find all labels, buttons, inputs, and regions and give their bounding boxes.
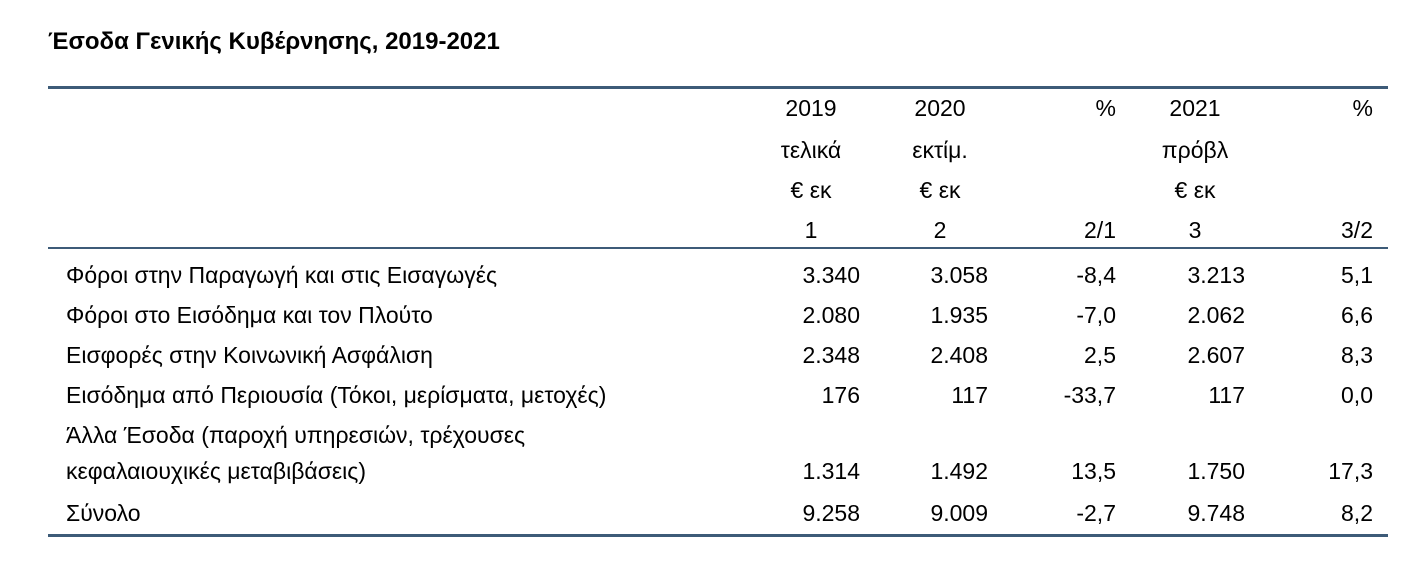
cell-value: 6,6 [1341, 302, 1373, 328]
column-header: πρόβλ [1161, 137, 1229, 163]
cell-value: 117 [1208, 382, 1245, 408]
cell-value: -2,7 [1076, 500, 1116, 526]
column-header: % [1095, 95, 1116, 121]
cell-value: 117 [951, 382, 988, 408]
bottom-rule [48, 534, 1388, 537]
cell-value: 3.058 [930, 262, 988, 288]
column-header: 2021 [1169, 95, 1221, 121]
cell-value: 2.080 [802, 302, 860, 328]
column-header: 2/1 [1084, 217, 1116, 243]
cell-value: 8,2 [1341, 500, 1373, 526]
cell-value: 3.213 [1187, 262, 1245, 288]
column-header: εκτίμ. [912, 137, 968, 163]
cell-value: 1.314 [802, 458, 860, 484]
cell-value: 9.748 [1187, 500, 1245, 526]
row-label: Εισόδημα από Περιουσία (Τόκοι, μερίσματα… [66, 382, 607, 408]
top-rule [48, 86, 1388, 89]
cell-value: -8,4 [1076, 262, 1116, 288]
row-label: Άλλα Έσοδα (παροχή υπηρεσιών, τρέχουσες [66, 422, 526, 448]
row-label: Φόροι στο Εισόδημα και τον Πλούτο [66, 302, 433, 328]
column-header: 3/2 [1341, 217, 1373, 243]
cell-value: 1.750 [1187, 458, 1245, 484]
cell-value: 5,1 [1341, 262, 1373, 288]
row-label: Φόροι στην Παραγωγή και στις Εισαγωγές [66, 262, 498, 288]
cell-value: 2.348 [802, 342, 860, 368]
column-header: % [1352, 95, 1373, 121]
column-header: € εκ [919, 177, 961, 203]
column-header: 2 [933, 217, 947, 243]
column-header: 2019 [785, 95, 837, 121]
cell-value: 2.408 [930, 342, 988, 368]
row-label: Εισφορές στην Κοινωνική Ασφάλιση [66, 342, 433, 368]
cell-value: 1.492 [930, 458, 988, 484]
cell-value: -7,0 [1076, 302, 1116, 328]
cell-value: 2,5 [1084, 342, 1116, 368]
column-header: 2020 [914, 95, 966, 121]
cell-value: 1.935 [930, 302, 988, 328]
cell-value: 8,3 [1341, 342, 1373, 368]
cell-value: 2.062 [1187, 302, 1245, 328]
row-label: κεφαλαιουχικές μεταβιβάσεις) [66, 458, 367, 484]
cell-value: 9.258 [802, 500, 860, 526]
header-rule [48, 247, 1388, 249]
cell-value: 13,5 [1071, 458, 1116, 484]
column-header: 3 [1188, 217, 1202, 243]
cell-value: -33,7 [1063, 382, 1116, 408]
cell-value: 2.607 [1187, 342, 1245, 368]
row-label: Σύνολο [66, 500, 141, 526]
column-header: € εκ [1174, 177, 1216, 203]
column-header: τελικά [780, 137, 842, 163]
column-header: 1 [804, 217, 818, 243]
cell-value: 9.009 [930, 500, 988, 526]
cell-value: 176 [821, 382, 860, 408]
column-header: € εκ [790, 177, 832, 203]
cell-value: 3.340 [802, 262, 860, 288]
title: Έσοδα Γενικής Κυβέρνησης, 2019-2021 [48, 28, 500, 55]
cell-value: 17,3 [1328, 458, 1373, 484]
cell-value: 0,0 [1341, 382, 1373, 408]
